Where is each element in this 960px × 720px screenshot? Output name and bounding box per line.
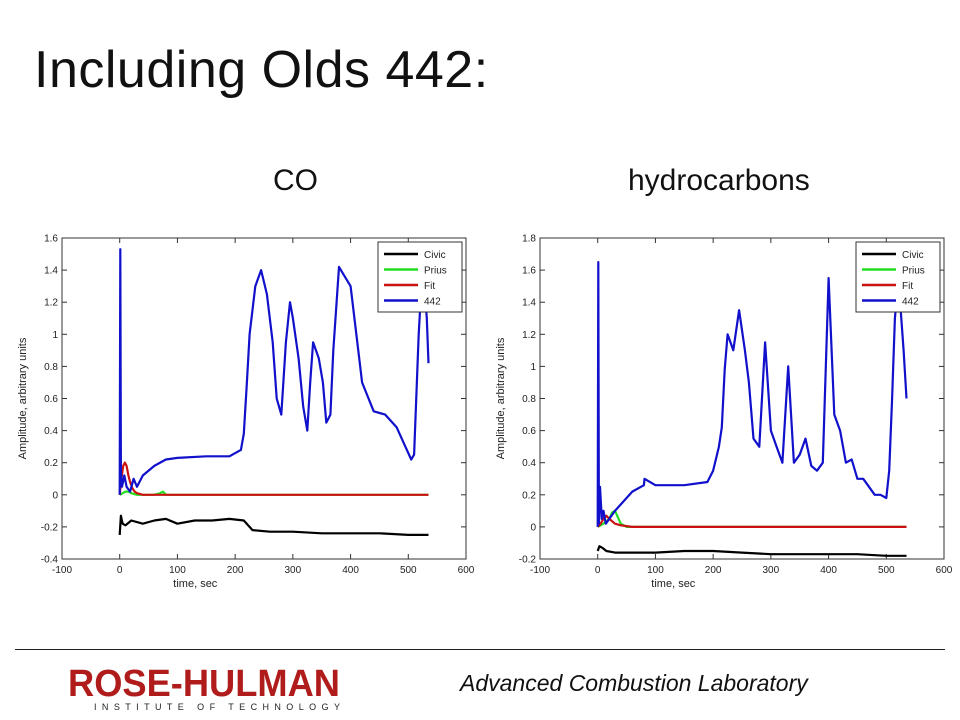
x-tick-label: 300 — [285, 565, 302, 576]
logo-wordmark: ROSE-HULMAN — [68, 663, 340, 705]
y-tick-label: 0.2 — [522, 490, 536, 501]
series-line-civic — [596, 545, 907, 557]
y-tick-label: 0.4 — [522, 458, 536, 469]
series-group — [118, 248, 430, 536]
series-line-fit — [118, 461, 429, 496]
y-axis-label: Amplitude, arbitrary units — [17, 337, 29, 459]
x-tick-label: 600 — [458, 565, 475, 576]
y-tick-label: -0.2 — [41, 522, 59, 533]
x-tick-label: 100 — [169, 565, 186, 576]
x-tick-label: 200 — [705, 565, 722, 576]
series-line-civic — [118, 514, 429, 536]
y-tick-label: 0 — [52, 490, 58, 501]
y-tick-label: 0.8 — [44, 362, 58, 373]
x-tick-label: 100 — [647, 565, 664, 576]
y-tick-label: 1.8 — [522, 234, 536, 245]
x-tick-label: 600 — [936, 565, 953, 576]
x-tick-label: 400 — [342, 565, 359, 576]
y-tick-label: 1.4 — [44, 266, 58, 277]
x-tick-label: -100 — [530, 565, 550, 576]
series-line-fit — [596, 514, 907, 528]
legend-label: Fit — [902, 281, 913, 292]
co-chart-subtitle: CO — [273, 164, 318, 197]
x-tick-label: 400 — [820, 565, 837, 576]
legend-label: 442 — [424, 297, 441, 308]
y-tick-label: 1 — [530, 362, 536, 373]
y-tick-label: 1.6 — [44, 234, 58, 245]
x-tick-label: -100 — [52, 565, 72, 576]
legend-label: 442 — [902, 297, 919, 308]
lab-name: Advanced Combustion Laboratory — [460, 670, 808, 696]
x-tick-label: 200 — [227, 565, 244, 576]
legend-label: Prius — [902, 266, 925, 277]
y-tick-label: 1.4 — [522, 298, 536, 309]
x-tick-label: 500 — [878, 565, 895, 576]
y-tick-label: 0.8 — [522, 394, 536, 405]
x-tick-label: 500 — [400, 565, 417, 576]
y-tick-label: 1.2 — [522, 330, 536, 341]
legend-label: Prius — [424, 266, 447, 277]
series-line-442 — [118, 248, 430, 495]
x-tick-label: 0 — [117, 565, 123, 576]
footer-divider — [15, 649, 945, 650]
legend-label: Civic — [902, 250, 924, 261]
legend-label: Civic — [424, 250, 446, 261]
y-axis-label: Amplitude, arbitrary units — [495, 337, 507, 459]
y-tick-label: 0.6 — [522, 426, 536, 437]
y-tick-label: 1.2 — [44, 298, 58, 309]
hydrocarbons-chart: -0.2 0 0.2 0.4 0.6 0.8 1 1.2 1.4 1.6 1.8 -100 0 100 20… — [495, 234, 953, 591]
y-tick-label: 0.2 — [44, 458, 58, 469]
y-tick-label: 0.4 — [44, 426, 58, 437]
x-tick-label: 300 — [763, 565, 780, 576]
rose-hulman-logo: ROSE-HULMAN INSTITUTE OF TECHNOLOGY — [68, 663, 340, 712]
y-tick-label: -0.2 — [519, 555, 537, 566]
x-tick-label: 0 — [595, 565, 601, 576]
y-tick-label: 0.6 — [44, 394, 58, 405]
y-tick-label: 1 — [52, 330, 58, 341]
hydrocarbons-chart-subtitle: hydrocarbons — [628, 164, 810, 197]
x-axis-label: time, sec — [651, 578, 696, 590]
y-tick-label: 1.6 — [522, 266, 536, 277]
y-tick-label: -0.4 — [41, 555, 59, 566]
x-axis-label: time, sec — [173, 578, 218, 590]
series-group — [596, 260, 908, 557]
legend-label: Fit — [424, 281, 435, 292]
slide-title: Including Olds 442: — [34, 41, 489, 99]
y-tick-label: 0 — [530, 522, 536, 533]
co-chart: -0.4 -0.2 0 0.2 0.4 0.6 0.8 1 1.2 1.4 1.6 -100 0 100 2… — [17, 234, 475, 591]
series-line-442 — [596, 260, 908, 527]
